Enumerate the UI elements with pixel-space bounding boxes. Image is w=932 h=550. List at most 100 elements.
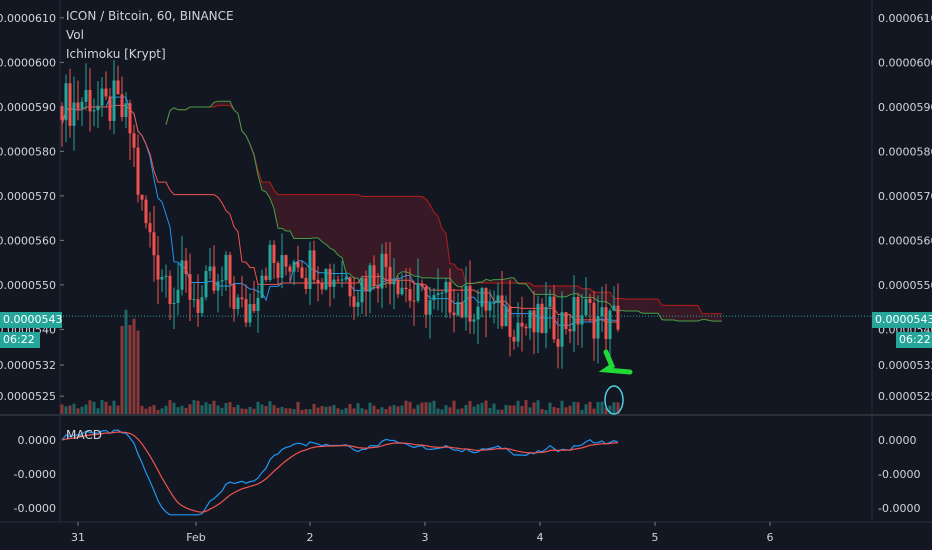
- candle-body: [104, 88, 108, 97]
- volume-bar: [544, 409, 548, 414]
- candle-body: [280, 255, 284, 278]
- candle-body: [388, 267, 392, 285]
- candle-body: [332, 279, 336, 287]
- volume-bar: [424, 402, 428, 414]
- indicator-ichimoku-label[interactable]: Ichimoku [Krypt]: [66, 47, 166, 61]
- volume-bar: [328, 406, 332, 414]
- candle-body: [544, 306, 548, 334]
- macd-signal-line: [61, 431, 619, 513]
- price-tick-label-right: 0.0000600: [878, 56, 932, 69]
- volume-bar: [340, 409, 344, 414]
- candle-body: [476, 306, 480, 320]
- volume-bar: [316, 407, 320, 414]
- volume-bar: [172, 402, 176, 414]
- volume-bar: [392, 405, 396, 414]
- price-tick-label-right: 0.0000580: [878, 145, 932, 158]
- annotation-circle: [604, 385, 624, 415]
- volume-bar: [320, 406, 324, 414]
- volume-bar: [308, 409, 312, 414]
- indicator-vol-label[interactable]: Vol: [66, 28, 84, 42]
- price-tick-label-left: 0.0000570: [0, 190, 56, 203]
- candle-body: [400, 287, 404, 295]
- volume-bar: [416, 404, 420, 414]
- volume-bar: [492, 403, 496, 414]
- volume-bar: [244, 408, 248, 414]
- candle-body: [108, 96, 112, 121]
- candle-body: [276, 262, 280, 278]
- candle-body: [484, 288, 488, 311]
- volume-bar: [144, 408, 148, 414]
- volume-bar: [548, 402, 552, 414]
- volume-bar: [288, 408, 292, 414]
- volume-bar: [268, 401, 272, 414]
- candle-body: [284, 255, 288, 267]
- time-tick-label: 31: [71, 531, 85, 544]
- volume-bar: [504, 405, 508, 414]
- candle-body: [112, 80, 116, 121]
- candle-body: [564, 312, 568, 330]
- candle-body: [408, 289, 412, 301]
- price-tick-label-right: 0.0000610: [878, 12, 932, 25]
- volume-bar: [360, 408, 364, 414]
- price-tick-label-left: 0.0000580: [0, 145, 56, 158]
- candle-body: [464, 285, 468, 318]
- volume-bar: [524, 400, 528, 414]
- volume-bar: [68, 405, 72, 414]
- volume-bar: [76, 408, 80, 414]
- volume-bar: [380, 407, 384, 414]
- candle-body: [468, 285, 472, 322]
- candle-body: [604, 307, 608, 340]
- candle-body: [236, 297, 240, 310]
- volume-bar: [456, 409, 460, 414]
- candle-body: [344, 277, 348, 280]
- candle-body: [524, 326, 528, 329]
- volume-bar: [192, 400, 196, 414]
- volume-bar: [136, 330, 140, 414]
- volume-bar: [264, 405, 268, 414]
- chart-title: ICON / Bitcoin, 60, BINANCE: [66, 9, 234, 23]
- macd-tick-label-left: -0.0000: [14, 468, 56, 481]
- candle-body: [76, 102, 80, 109]
- candle-body: [156, 255, 160, 280]
- volume-bar: [272, 405, 276, 414]
- candle-body: [312, 250, 316, 280]
- volume-bar: [464, 405, 468, 414]
- indicator-macd-label[interactable]: MACD: [66, 428, 102, 442]
- volume-bar: [224, 403, 228, 414]
- candle-body: [216, 281, 220, 291]
- volume-bar: [608, 405, 612, 414]
- candle-body: [480, 288, 484, 307]
- volume-bar: [116, 405, 120, 414]
- candle-body: [576, 297, 580, 325]
- volume-bar: [432, 400, 436, 414]
- volume-bar: [132, 318, 136, 414]
- volume-bar: [532, 402, 536, 414]
- price-pane: [60, 0, 872, 414]
- volume-bar: [60, 404, 64, 414]
- candle-body: [436, 293, 440, 295]
- candle-body: [172, 302, 176, 305]
- candle-body: [140, 194, 144, 200]
- candle-body: [128, 103, 132, 134]
- ichimoku-span-b: [165, 104, 722, 315]
- price-tag-right: 0.0000543: [872, 312, 932, 328]
- ichimoku-cloud: [166, 101, 722, 322]
- candle-body: [96, 105, 100, 111]
- volume-bar: [576, 402, 580, 414]
- volume-bar: [236, 404, 240, 414]
- price-tick-label-left: 0.0000525: [0, 390, 56, 403]
- candle-body: [372, 265, 376, 286]
- candle-body: [116, 80, 120, 95]
- candle-body: [120, 94, 124, 118]
- candle-body: [516, 322, 520, 342]
- candle-body: [440, 292, 444, 294]
- time-tick-label: 2: [307, 531, 314, 544]
- volume-bar: [440, 409, 444, 414]
- candle-body: [100, 88, 104, 106]
- candle-body: [208, 266, 212, 272]
- volume-bar: [572, 401, 576, 414]
- volume-bar: [508, 405, 512, 414]
- candle-body: [204, 271, 208, 298]
- volume-bar: [512, 405, 516, 414]
